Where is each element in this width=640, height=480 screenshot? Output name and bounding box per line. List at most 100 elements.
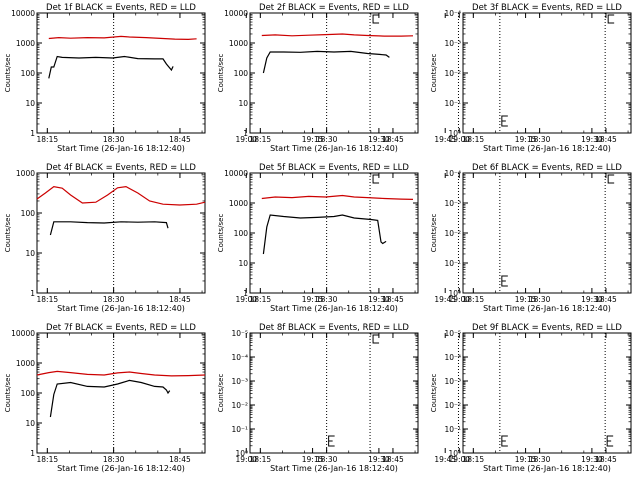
series-line: [48, 55, 174, 79]
chart-panel: Det 4f BLACK = Events, RED = LLD 1 10 100 10…: [4, 163, 459, 313]
series-line: [261, 194, 414, 200]
x-tick-label: 18:45: [169, 455, 191, 464]
y-tick-label: 10⁻³: [444, 199, 461, 208]
x-tick-label: 18:30: [529, 295, 551, 304]
x-tick-label: 19:00: [235, 135, 257, 144]
y-tick-label: 10⁻⁴: [444, 169, 461, 178]
x-tick-label: 18:45: [595, 135, 617, 144]
x-axis-label: Start Time (26-Jan-16 18:12:40): [270, 144, 398, 153]
x-tick-label: 18:30: [103, 295, 125, 304]
plot-frame: [36, 332, 206, 454]
chart-panel: Det 5f BLACK = Events, RED = LLD 1 10 100 10…: [217, 163, 615, 313]
plot-frame: [462, 172, 632, 294]
x-tick-label: 18:30: [529, 135, 551, 144]
y-tick-label: 10⁻⁴: [231, 353, 248, 362]
y-axis-label: Counts/sec: [430, 374, 438, 413]
x-tick-label: 18:45: [382, 135, 404, 144]
y-tick-label: 10⁻¹: [231, 425, 248, 434]
x-axis-label: Start Time (26-Jan-16 18:12:40): [270, 464, 398, 473]
y-tick-label: 10: [238, 99, 248, 108]
bracket-marker: [501, 275, 508, 287]
x-tick-label: 19:30: [581, 295, 603, 304]
x-tick-label: 18:15: [37, 455, 59, 464]
y-tick-label: 10: [25, 419, 35, 428]
chart-title: Det 3f BLACK = Events, RED = LLD: [472, 3, 622, 13]
x-tick-label: 18:30: [103, 135, 125, 144]
y-tick-label: 10⁻⁴: [444, 9, 461, 18]
y-tick-label: 10⁻³: [444, 39, 461, 48]
bracket-marker: [501, 435, 508, 447]
x-tick-label: 18:45: [169, 295, 191, 304]
x-tick-label: 18:45: [595, 295, 617, 304]
x-tick-label: 18:15: [463, 455, 485, 464]
plot-frame: [36, 12, 206, 134]
y-axis-label: Counts/sec: [4, 214, 12, 253]
plot-frame: [36, 172, 206, 294]
series-line: [262, 50, 390, 74]
chart-title: Det 5f BLACK = Events, RED = LLD: [259, 163, 409, 173]
x-tick-label: 18:15: [37, 295, 59, 304]
y-tick-label: 100: [21, 389, 36, 398]
y-tick-label: 1: [30, 449, 35, 458]
y-axis-label: Counts/sec: [430, 54, 438, 93]
y-tick-label: 10⁻³: [444, 377, 461, 386]
y-tick-label: 1: [243, 289, 248, 298]
x-tick-label: 18:15: [37, 135, 59, 144]
y-tick-label: 1: [30, 129, 35, 138]
plot-frame: [462, 332, 632, 454]
series-line: [49, 221, 169, 236]
chart-panel: Det 1f BLACK = Events, RED = LLD 1 10 100 10…: [4, 3, 459, 153]
y-tick-label: 100: [21, 209, 36, 218]
y-tick-label: 10⁻⁵: [231, 329, 248, 338]
x-tick-label: 19:45: [434, 135, 456, 144]
x-tick-label: 19:15: [302, 455, 324, 464]
y-tick-label: 100: [21, 69, 36, 78]
x-tick-label: 19:15: [302, 135, 324, 144]
y-tick-label: 10: [25, 99, 35, 108]
x-axis-label: Start Time (26-Jan-16 18:12:40): [57, 144, 185, 153]
y-tick-label: 10000: [224, 9, 248, 18]
x-tick-label: 19:00: [448, 135, 470, 144]
x-tick-label: 18:45: [382, 455, 404, 464]
y-axis-label: Counts/sec: [4, 54, 12, 93]
x-axis-label: Start Time (26-Jan-16 18:12:40): [483, 464, 611, 473]
y-tick-label: 10⁰: [235, 449, 248, 458]
chart-title: Det 1f BLACK = Events, RED = LLD: [46, 3, 196, 13]
chart-panel: Det 7f BLACK = Events, RED = LLD 1 10 100 10…: [4, 323, 459, 473]
y-tick-label: 1: [30, 289, 35, 298]
chart-panel: Det 2f BLACK = Events, RED = LLD 1 10 100 10…: [217, 3, 615, 153]
series-line: [36, 370, 206, 377]
x-tick-label: 19:45: [434, 295, 456, 304]
y-tick-label: 10: [238, 259, 248, 268]
y-tick-label: 10000: [224, 169, 248, 178]
y-tick-label: 10⁰: [448, 449, 461, 458]
x-tick-label: 18:15: [463, 135, 485, 144]
y-tick-label: 10⁰: [448, 129, 461, 138]
y-tick-label: 100: [234, 229, 249, 238]
y-tick-label: 100: [234, 69, 249, 78]
series-line: [261, 33, 414, 37]
chart-title: Det 4f BLACK = Events, RED = LLD: [46, 163, 196, 173]
y-tick-label: 10⁻²: [444, 69, 461, 78]
x-tick-label: 18:30: [529, 455, 551, 464]
x-tick-label: 19:30: [581, 135, 603, 144]
x-tick-label: 19:30: [368, 295, 390, 304]
x-tick-label: 18:30: [316, 455, 338, 464]
x-axis-label: Start Time (26-Jan-16 18:12:40): [270, 304, 398, 313]
x-tick-label: 19:00: [235, 295, 257, 304]
y-tick-label: 10⁻⁵: [444, 329, 461, 338]
y-tick-label: 10⁻²: [231, 401, 248, 410]
y-tick-label: 10⁻²: [444, 401, 461, 410]
y-tick-label: 10⁻¹: [444, 425, 461, 434]
y-tick-label: 10⁻³: [231, 377, 248, 386]
bracket-marker: [607, 174, 615, 184]
chart-title: Det 9f BLACK = Events, RED = LLD: [472, 323, 622, 333]
plot-frame: [249, 332, 419, 454]
x-tick-label: 19:30: [368, 455, 390, 464]
y-tick-label: 10: [25, 249, 35, 258]
x-axis-label: Start Time (26-Jan-16 18:12:40): [57, 304, 185, 313]
x-tick-label: 18:15: [250, 295, 272, 304]
y-axis-label: Counts/sec: [4, 374, 12, 413]
y-tick-label: 10⁻¹: [444, 259, 461, 268]
